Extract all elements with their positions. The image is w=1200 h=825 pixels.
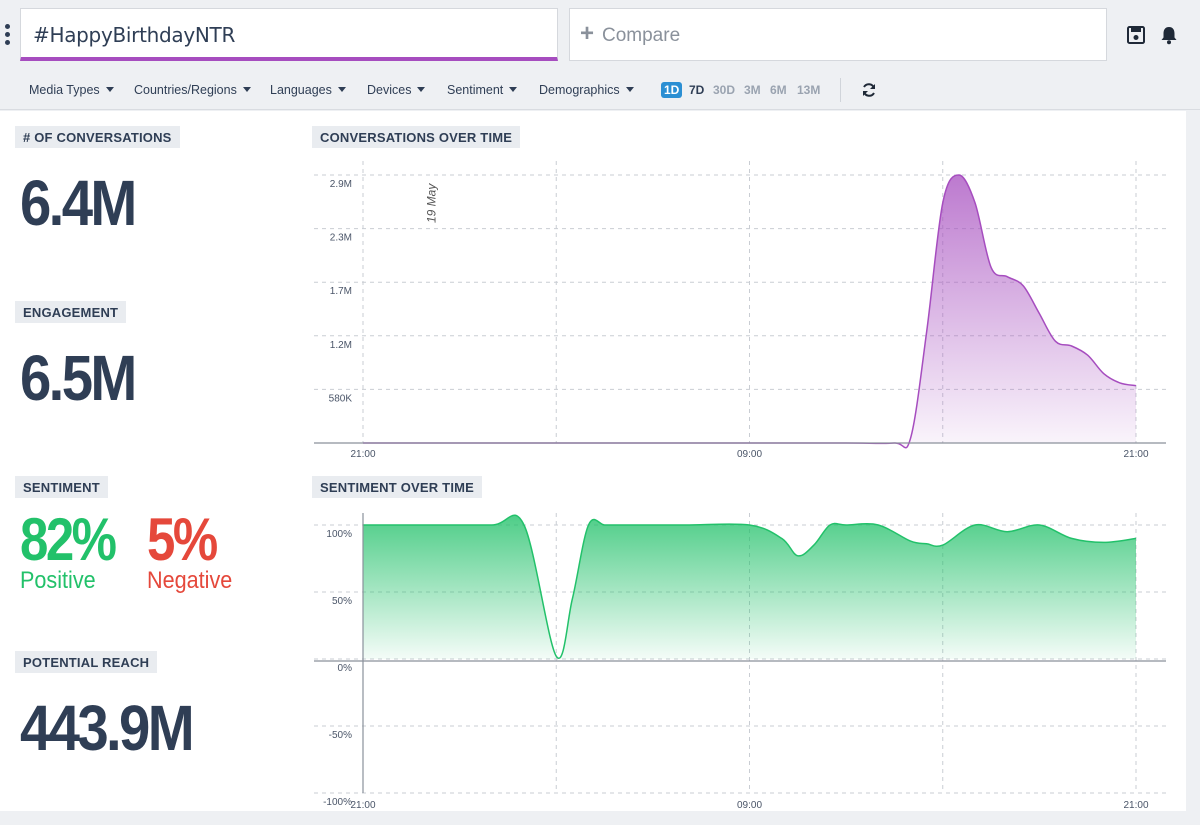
bell-icon[interactable]	[1159, 25, 1179, 45]
caret-down-icon	[509, 87, 518, 93]
filter-label: Media Types	[29, 83, 100, 97]
x-tick-label: 09:00	[737, 800, 762, 811]
filter-label: Sentiment	[447, 83, 504, 97]
sentiment-label: SENTIMENT	[15, 476, 108, 498]
dashboard-panel: # OF CONVERSATIONS 6.4M ENGAGEMENT 6.5M …	[0, 111, 1186, 811]
range-13m[interactable]: 13M	[797, 83, 821, 97]
area-fill	[363, 515, 1136, 659]
search-input[interactable]: #HappyBirthdayNTR	[20, 8, 558, 61]
y-tick-label: -50%	[329, 730, 352, 741]
filter-label: Demographics	[539, 83, 620, 97]
filter-label: Devices	[367, 83, 412, 97]
potential-reach-value: 443.9M	[20, 692, 195, 764]
filter-label: Languages	[270, 83, 332, 97]
refresh-icon[interactable]	[861, 82, 877, 98]
x-tick-label: 21:00	[350, 449, 375, 460]
filter-devices[interactable]: Devices	[367, 83, 426, 97]
filter-bar: Media Types Countries/Regions Languages …	[0, 68, 1200, 110]
conversations-chart-title: CONVERSATIONS OVER TIME	[312, 126, 521, 148]
positive-percentage: 82%	[20, 506, 117, 573]
range-1d[interactable]: 1D	[661, 82, 683, 98]
filter-divider	[840, 78, 841, 102]
kebab-menu-icon[interactable]	[4, 24, 12, 46]
search-query-text: #HappyBirthdayNTR	[33, 23, 236, 47]
caret-down-icon	[417, 87, 426, 93]
engagement-value: 6.5M	[20, 342, 137, 414]
range-3m[interactable]: 3M	[744, 83, 761, 97]
positive-label: Positive	[20, 567, 96, 594]
caret-down-icon	[242, 87, 251, 93]
y-tick-label: 50%	[332, 596, 352, 607]
range-7d[interactable]: 7D	[689, 83, 705, 97]
date-annotation: 19 May	[425, 183, 439, 223]
caret-down-icon	[625, 87, 634, 93]
y-tick-label: -100%	[323, 797, 352, 808]
y-tick-label: 1.7M	[330, 286, 352, 297]
caret-down-icon	[105, 87, 114, 93]
engagement-label: ENGAGEMENT	[15, 301, 127, 323]
sentiment-chart-title: SENTIMENT OVER TIME	[312, 476, 483, 498]
conversations-over-time-chart: 580K 1.2M 1.7M 2.3M 2.9M 21:00 09:00 21:00 19 Ma…	[314, 161, 1166, 460]
filter-languages[interactable]: Languages	[270, 83, 346, 97]
y-tick-label: 100%	[326, 529, 352, 540]
top-bar: #HappyBirthdayNTR + Compare	[0, 0, 1200, 68]
x-tick-label: 21:00	[1123, 800, 1148, 811]
y-tick-label: 0%	[338, 663, 353, 674]
y-tick-label: 2.3M	[330, 233, 352, 244]
filter-countries-regions[interactable]: Countries/Regions	[134, 83, 251, 97]
filter-media-types[interactable]: Media Types	[29, 83, 114, 97]
y-tick-label: 2.9M	[330, 179, 352, 190]
sentiment-over-time-chart: 100%50%0%-50%-100%21:00 09:00 21:00	[314, 513, 1166, 811]
x-tick-label: 21:00	[350, 800, 375, 811]
potential-reach-label: POTENTIAL REACH	[15, 651, 158, 673]
filter-sentiment[interactable]: Sentiment	[447, 83, 518, 97]
y-tick-label: 580K	[329, 393, 353, 404]
conversations-label: # OF CONVERSATIONS	[15, 126, 180, 148]
save-icon[interactable]	[1126, 25, 1146, 45]
y-tick-label: 1.2M	[330, 340, 352, 351]
caret-down-icon	[337, 87, 346, 93]
x-tick-label: 09:00	[737, 449, 762, 460]
compare-input[interactable]: + Compare	[569, 8, 1107, 61]
filter-demographics[interactable]: Demographics	[539, 83, 634, 97]
filter-label: Countries/Regions	[134, 83, 237, 97]
range-6m[interactable]: 6M	[770, 83, 787, 97]
area-fill	[363, 175, 1136, 448]
negative-label: Negative	[147, 567, 233, 594]
plus-icon: +	[580, 20, 595, 47]
compare-label: Compare	[602, 25, 681, 46]
negative-percentage: 5%	[147, 506, 218, 573]
series-line	[363, 514, 1137, 660]
x-tick-label: 21:00	[1123, 449, 1148, 460]
range-30d[interactable]: 30D	[713, 83, 736, 97]
conversations-value: 6.4M	[20, 167, 137, 239]
